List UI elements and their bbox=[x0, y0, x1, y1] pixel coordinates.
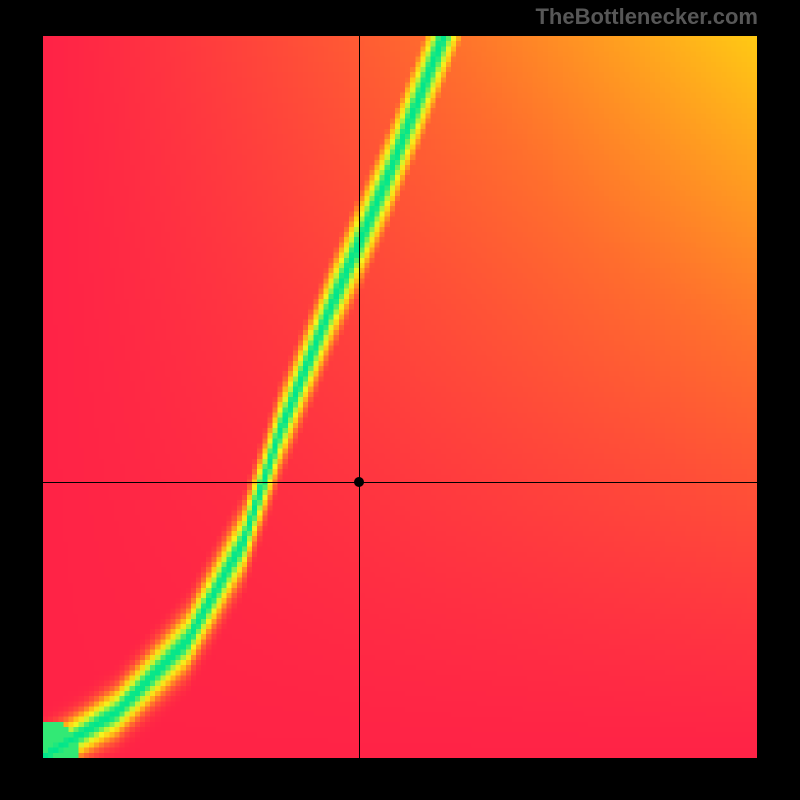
crosshair-vertical bbox=[359, 36, 360, 758]
bottleneck-heatmap bbox=[43, 36, 757, 758]
watermark-text: TheBottlenecker.com bbox=[535, 4, 758, 30]
crosshair-horizontal bbox=[43, 482, 757, 483]
